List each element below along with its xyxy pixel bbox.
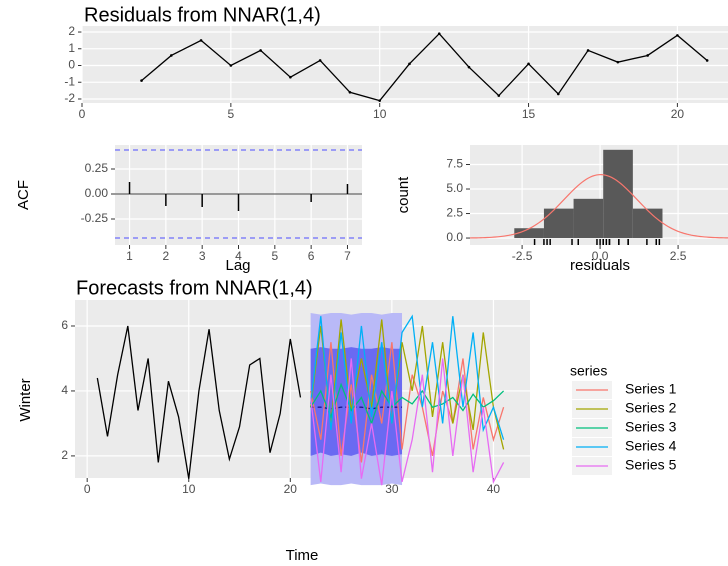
y-axis-title: ACF [15,180,32,210]
point [497,94,501,97]
point [467,65,471,69]
legend-title: series [570,363,607,379]
x-tick-label: 0 [79,107,86,121]
x-tick-label: 2.5 [670,249,687,263]
histogram-bar [573,198,604,239]
y-tick-label: 7.5 [446,157,463,171]
histogram-bar [632,208,663,239]
x-axis-title: residuals [570,257,630,274]
legend-label: Series 2 [625,400,677,416]
y-tick-label: -1 [64,74,75,88]
x-tick-label: 0 [84,482,91,496]
x-tick-label: 4 [235,249,242,263]
residual-line [141,32,708,102]
y-tick-label: 0.0 [446,230,463,244]
point [616,60,620,64]
legend-label: Series 3 [625,419,677,435]
point [437,32,441,35]
x-tick-label: 2 [163,249,170,263]
histogram-bar [514,228,544,239]
point [229,64,233,67]
y-axis-title: count [395,176,412,214]
density-curve [469,174,728,239]
point [646,54,649,57]
x-axis-title: Lag [225,257,250,274]
y-tick-label: 2 [61,448,68,462]
point [676,34,679,37]
y-tick-label: -2 [64,91,75,105]
x-tick-label: 20 [284,482,298,496]
legend-label: Series 1 [625,381,677,397]
point [557,92,560,96]
y-tick-label: 0.25 [85,161,109,175]
x-tick-label: 20 [671,107,685,121]
x-axis-title: Time [286,547,319,564]
histogram-bar [603,149,633,239]
x-tick-label: 3 [199,249,206,263]
x-tick-label: 0.0 [592,249,609,263]
y-tick-label: 1 [68,41,75,55]
x-tick-label: 5 [228,107,235,121]
point [140,79,143,82]
x-tick-label: 15 [522,107,536,121]
point [705,59,709,62]
point [289,75,292,79]
series-line [309,358,505,486]
x-tick-label: -2.5 [512,249,533,263]
legend-label: Series 4 [625,438,677,454]
series-line [309,319,505,450]
series-line [309,342,505,463]
x-tick-label: 10 [373,107,387,121]
x-tick-label: 5 [271,249,278,263]
point [259,49,262,52]
x-tick-label: 10 [182,482,196,496]
y-tick-label: 2.5 [446,206,463,220]
point [408,62,411,66]
x-tick-label: 1 [126,249,133,263]
series-line [310,382,505,426]
point [199,39,203,42]
point [170,54,173,57]
point [378,99,381,102]
history-line [96,325,302,479]
point [527,62,530,66]
series-line [309,314,505,440]
y-axis-title: Winter [17,378,34,421]
point [348,90,352,94]
x-tick-label: 40 [487,482,501,496]
point [318,59,322,62]
chart-title: Residuals from NNAR(1,4) [84,4,321,26]
y-tick-label: 4 [61,383,68,397]
y-tick-label: 5.0 [446,181,463,195]
histogram-bar [543,208,574,239]
y-tick-label: -0.25 [81,211,109,225]
y-tick-label: 2 [68,24,75,38]
panel [82,26,728,103]
x-tick-label: 6 [308,249,315,263]
y-tick-label: 0 [68,58,75,72]
y-tick-label: 0.00 [85,186,109,200]
legend-label: Series 5 [625,457,677,473]
y-tick-label: 6 [61,318,68,332]
x-tick-label: 7 [344,249,351,263]
forecast-mean [310,406,403,410]
x-tick-label: 30 [385,482,399,496]
chart-title: Forecasts from NNAR(1,4) [76,277,313,299]
point [586,49,590,52]
